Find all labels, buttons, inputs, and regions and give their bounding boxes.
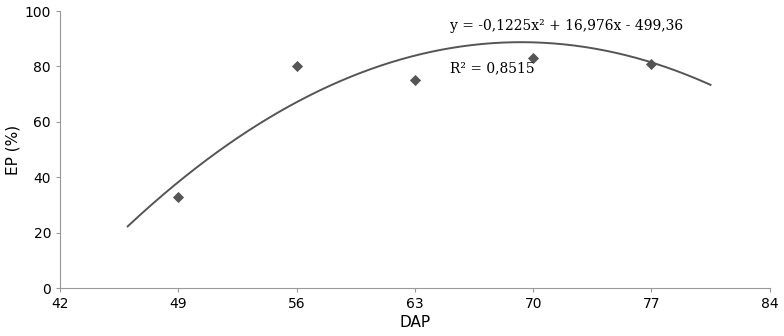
- Text: R² = 0,8515: R² = 0,8515: [450, 61, 535, 75]
- Point: [408, 78, 421, 83]
- X-axis label: DAP: DAP: [399, 316, 430, 330]
- Point: [290, 64, 303, 69]
- Point: [645, 61, 658, 67]
- Y-axis label: EP (%): EP (%): [5, 125, 20, 175]
- Text: y = -0,1225x² + 16,976x - 499,36: y = -0,1225x² + 16,976x - 499,36: [450, 19, 684, 33]
- Point: [172, 194, 185, 200]
- Point: [527, 55, 539, 61]
